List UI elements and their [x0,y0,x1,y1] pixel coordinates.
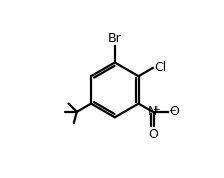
Text: N: N [148,105,157,118]
Text: Cl: Cl [154,61,166,74]
Text: O: O [169,105,179,118]
Text: +: + [152,105,160,114]
Text: −: − [169,105,177,114]
Text: Br: Br [108,32,122,46]
Text: O: O [148,128,158,141]
